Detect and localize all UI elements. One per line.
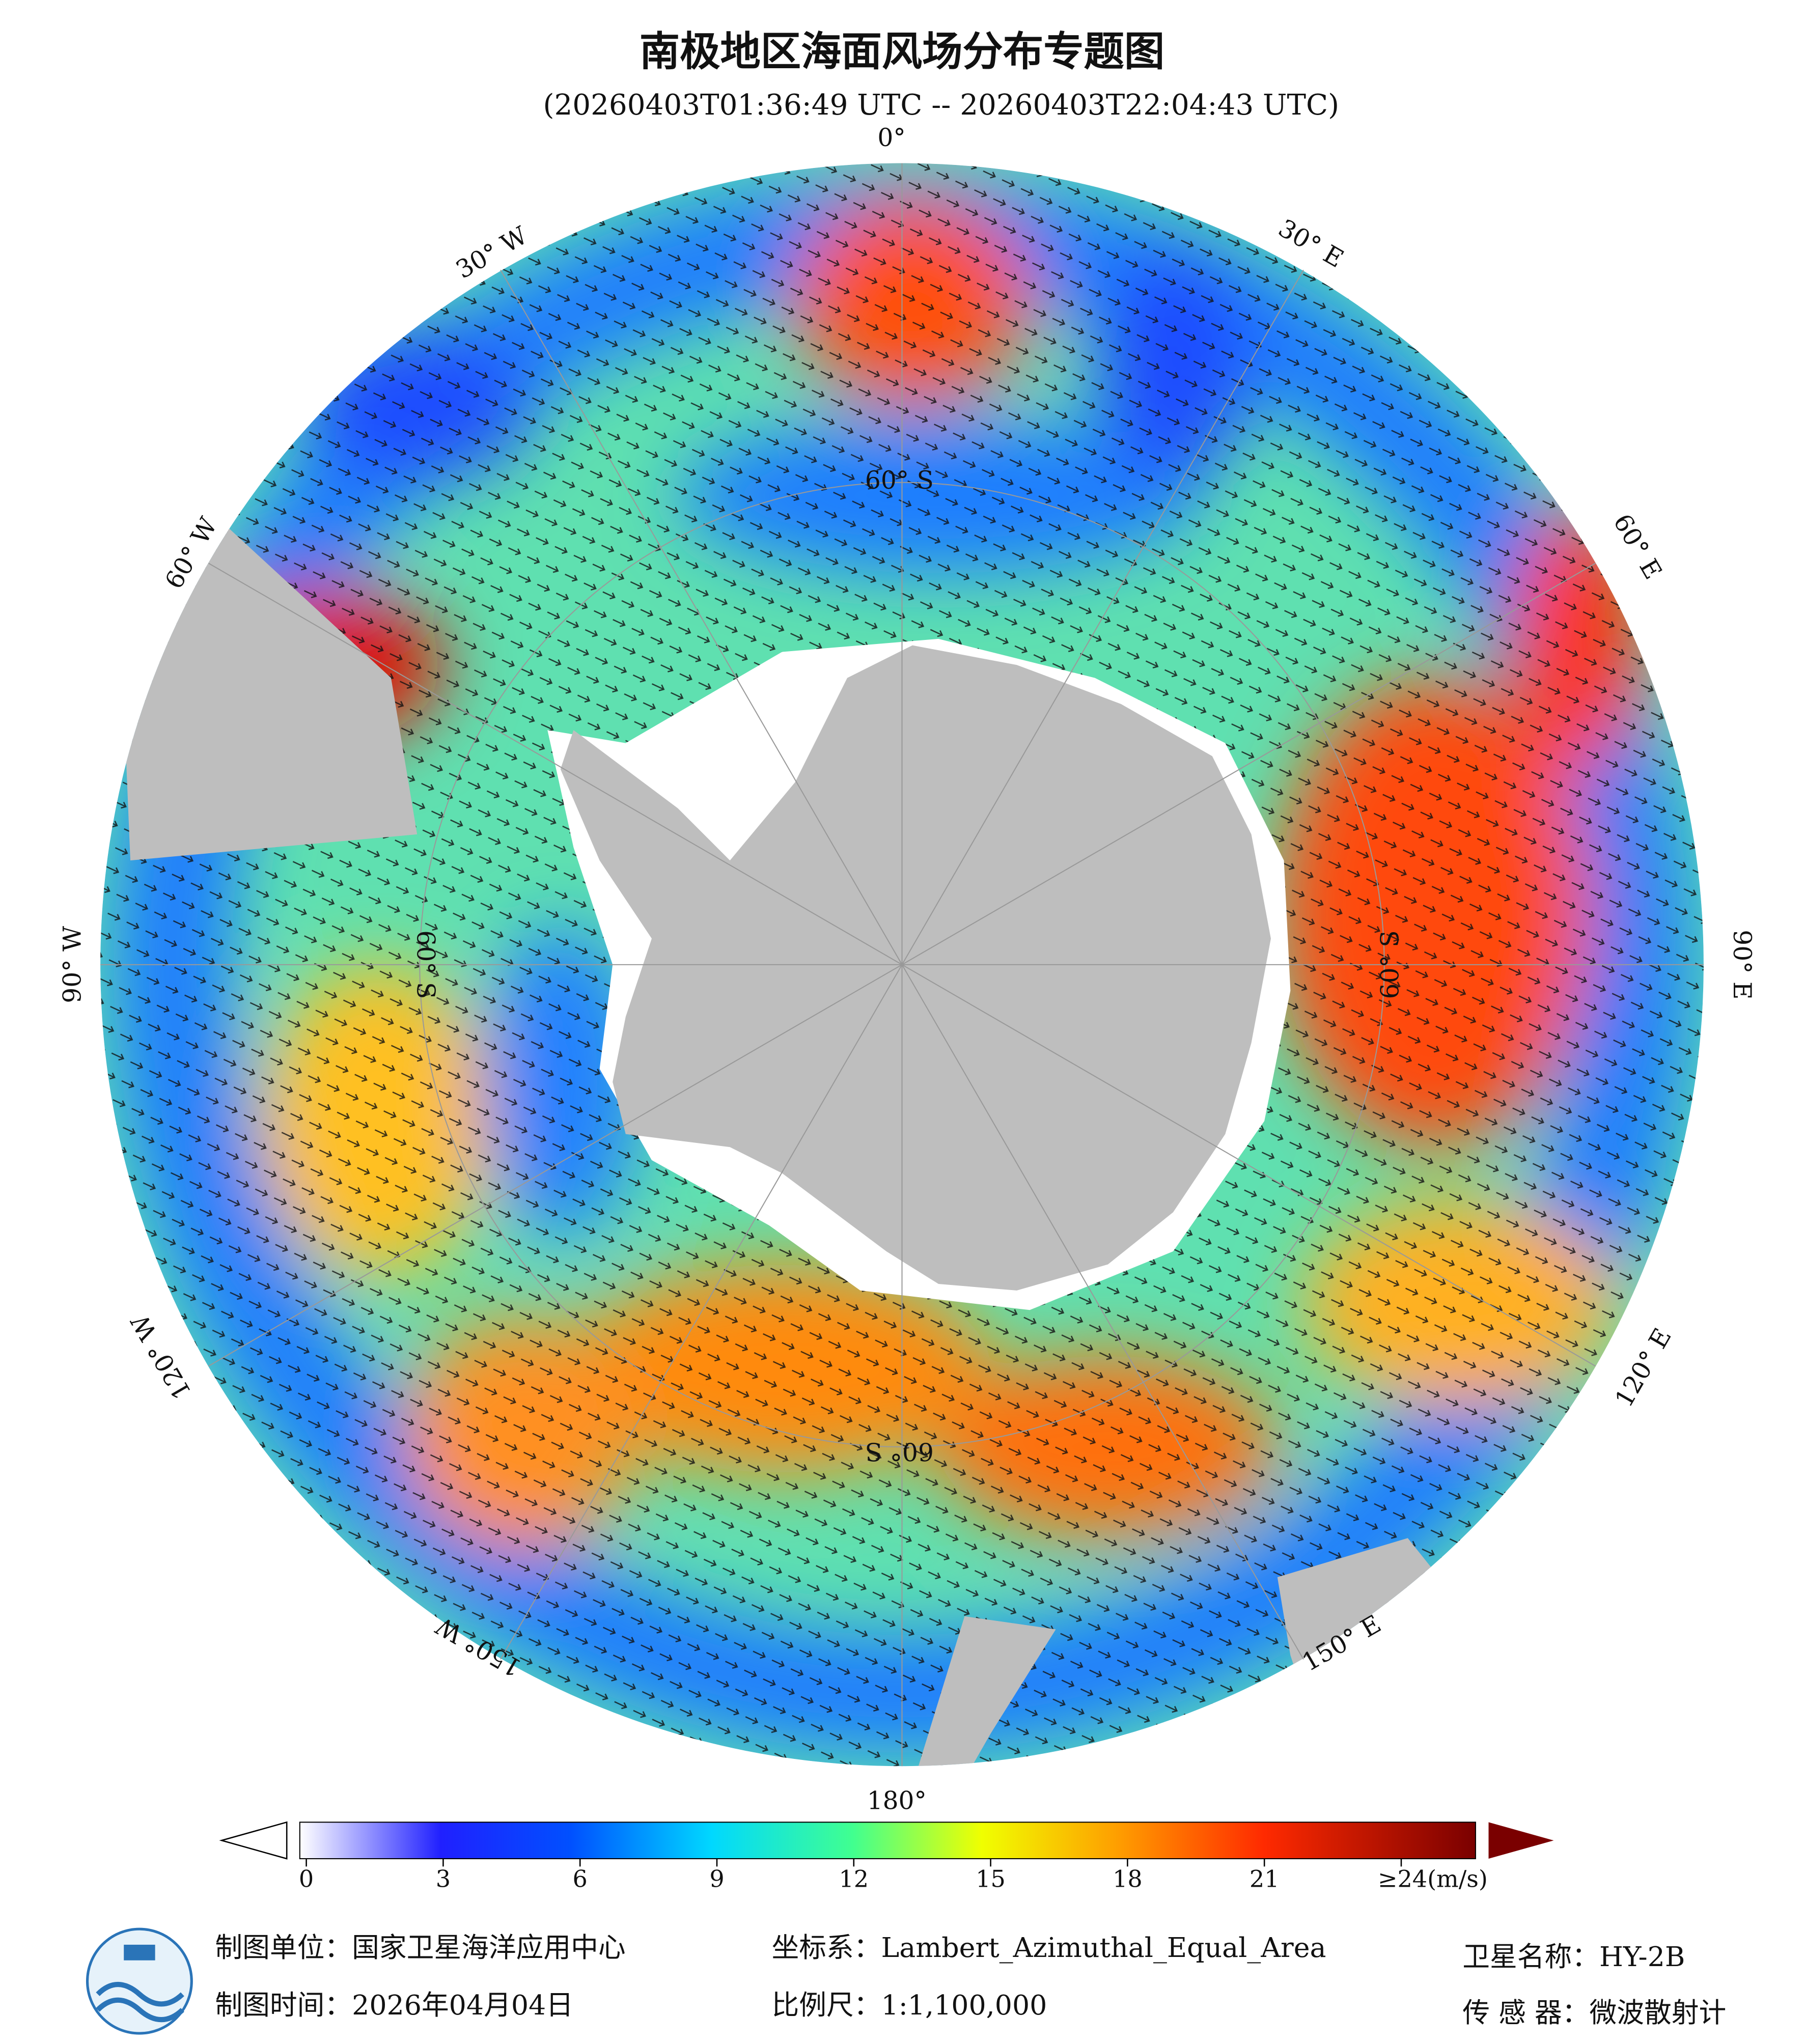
footer-date: 制图时间：2026年04月04日: [215, 1989, 573, 2021]
colorbar-tick-label: 3: [436, 1865, 451, 1893]
logo: [86, 1927, 193, 2035]
colorbar: 0 3 6 9 12 15 18 21 ≥24(m/s): [219, 1821, 1554, 1893]
latitude-label: 60° S: [865, 466, 934, 495]
footer-scale: 比例尺：1:1,100,000: [772, 1989, 1047, 2021]
colorbar-tick-label: 12: [839, 1865, 869, 1893]
footer-satellite: 卫星名称：HY-2B: [1462, 1941, 1685, 1973]
longitude-label: 60° E: [1607, 510, 1667, 584]
subtitle: (20260403T01:36:49 UTC -- 20260403T22:04…: [543, 89, 1340, 122]
title: 南极地区海面风场分布专题图: [640, 27, 1164, 75]
latitude-label: 60° S: [411, 930, 439, 999]
colorbar-min-arrow: [219, 1821, 288, 1860]
longitude-label: 120° E: [1609, 1324, 1677, 1412]
colorbar-tick-label: ≥24(m/s): [1378, 1865, 1488, 1893]
colorbar-tick-label: 18: [1113, 1865, 1143, 1893]
graticule: [100, 163, 1704, 1767]
footer-unit: 制图单位：国家卫星海洋应用中心: [215, 1931, 625, 1964]
colorbar-max-arrow: [1488, 1822, 1554, 1859]
colorbar-bar: [299, 1822, 1476, 1860]
footer-sensor: 传 感 器：微波散射计: [1462, 1997, 1726, 2029]
colorbar-tick-label: 21: [1250, 1865, 1280, 1893]
latitude-label: 60° S: [865, 1437, 934, 1466]
antarctica: [560, 645, 1271, 1291]
colorbar-tick-label: 9: [709, 1865, 724, 1893]
latitude-labels: 60° S 60° S 60° S 60° S: [411, 466, 1404, 1465]
colorbar-tick-label: 0: [299, 1865, 314, 1893]
latitude-label: 60° S: [1376, 930, 1405, 999]
longitude-label: 180°: [867, 1786, 927, 1815]
colorbar-tick-label: 6: [573, 1865, 588, 1893]
longitude-label: 0°: [877, 124, 905, 152]
longitude-label: 90° W: [58, 926, 87, 1003]
footer-crs: 坐标系：Lambert_Azimuthal_Equal_Area: [772, 1931, 1326, 1964]
colorbar-tick-label: 15: [976, 1865, 1006, 1893]
longitude-label: 90° E: [1728, 930, 1756, 999]
